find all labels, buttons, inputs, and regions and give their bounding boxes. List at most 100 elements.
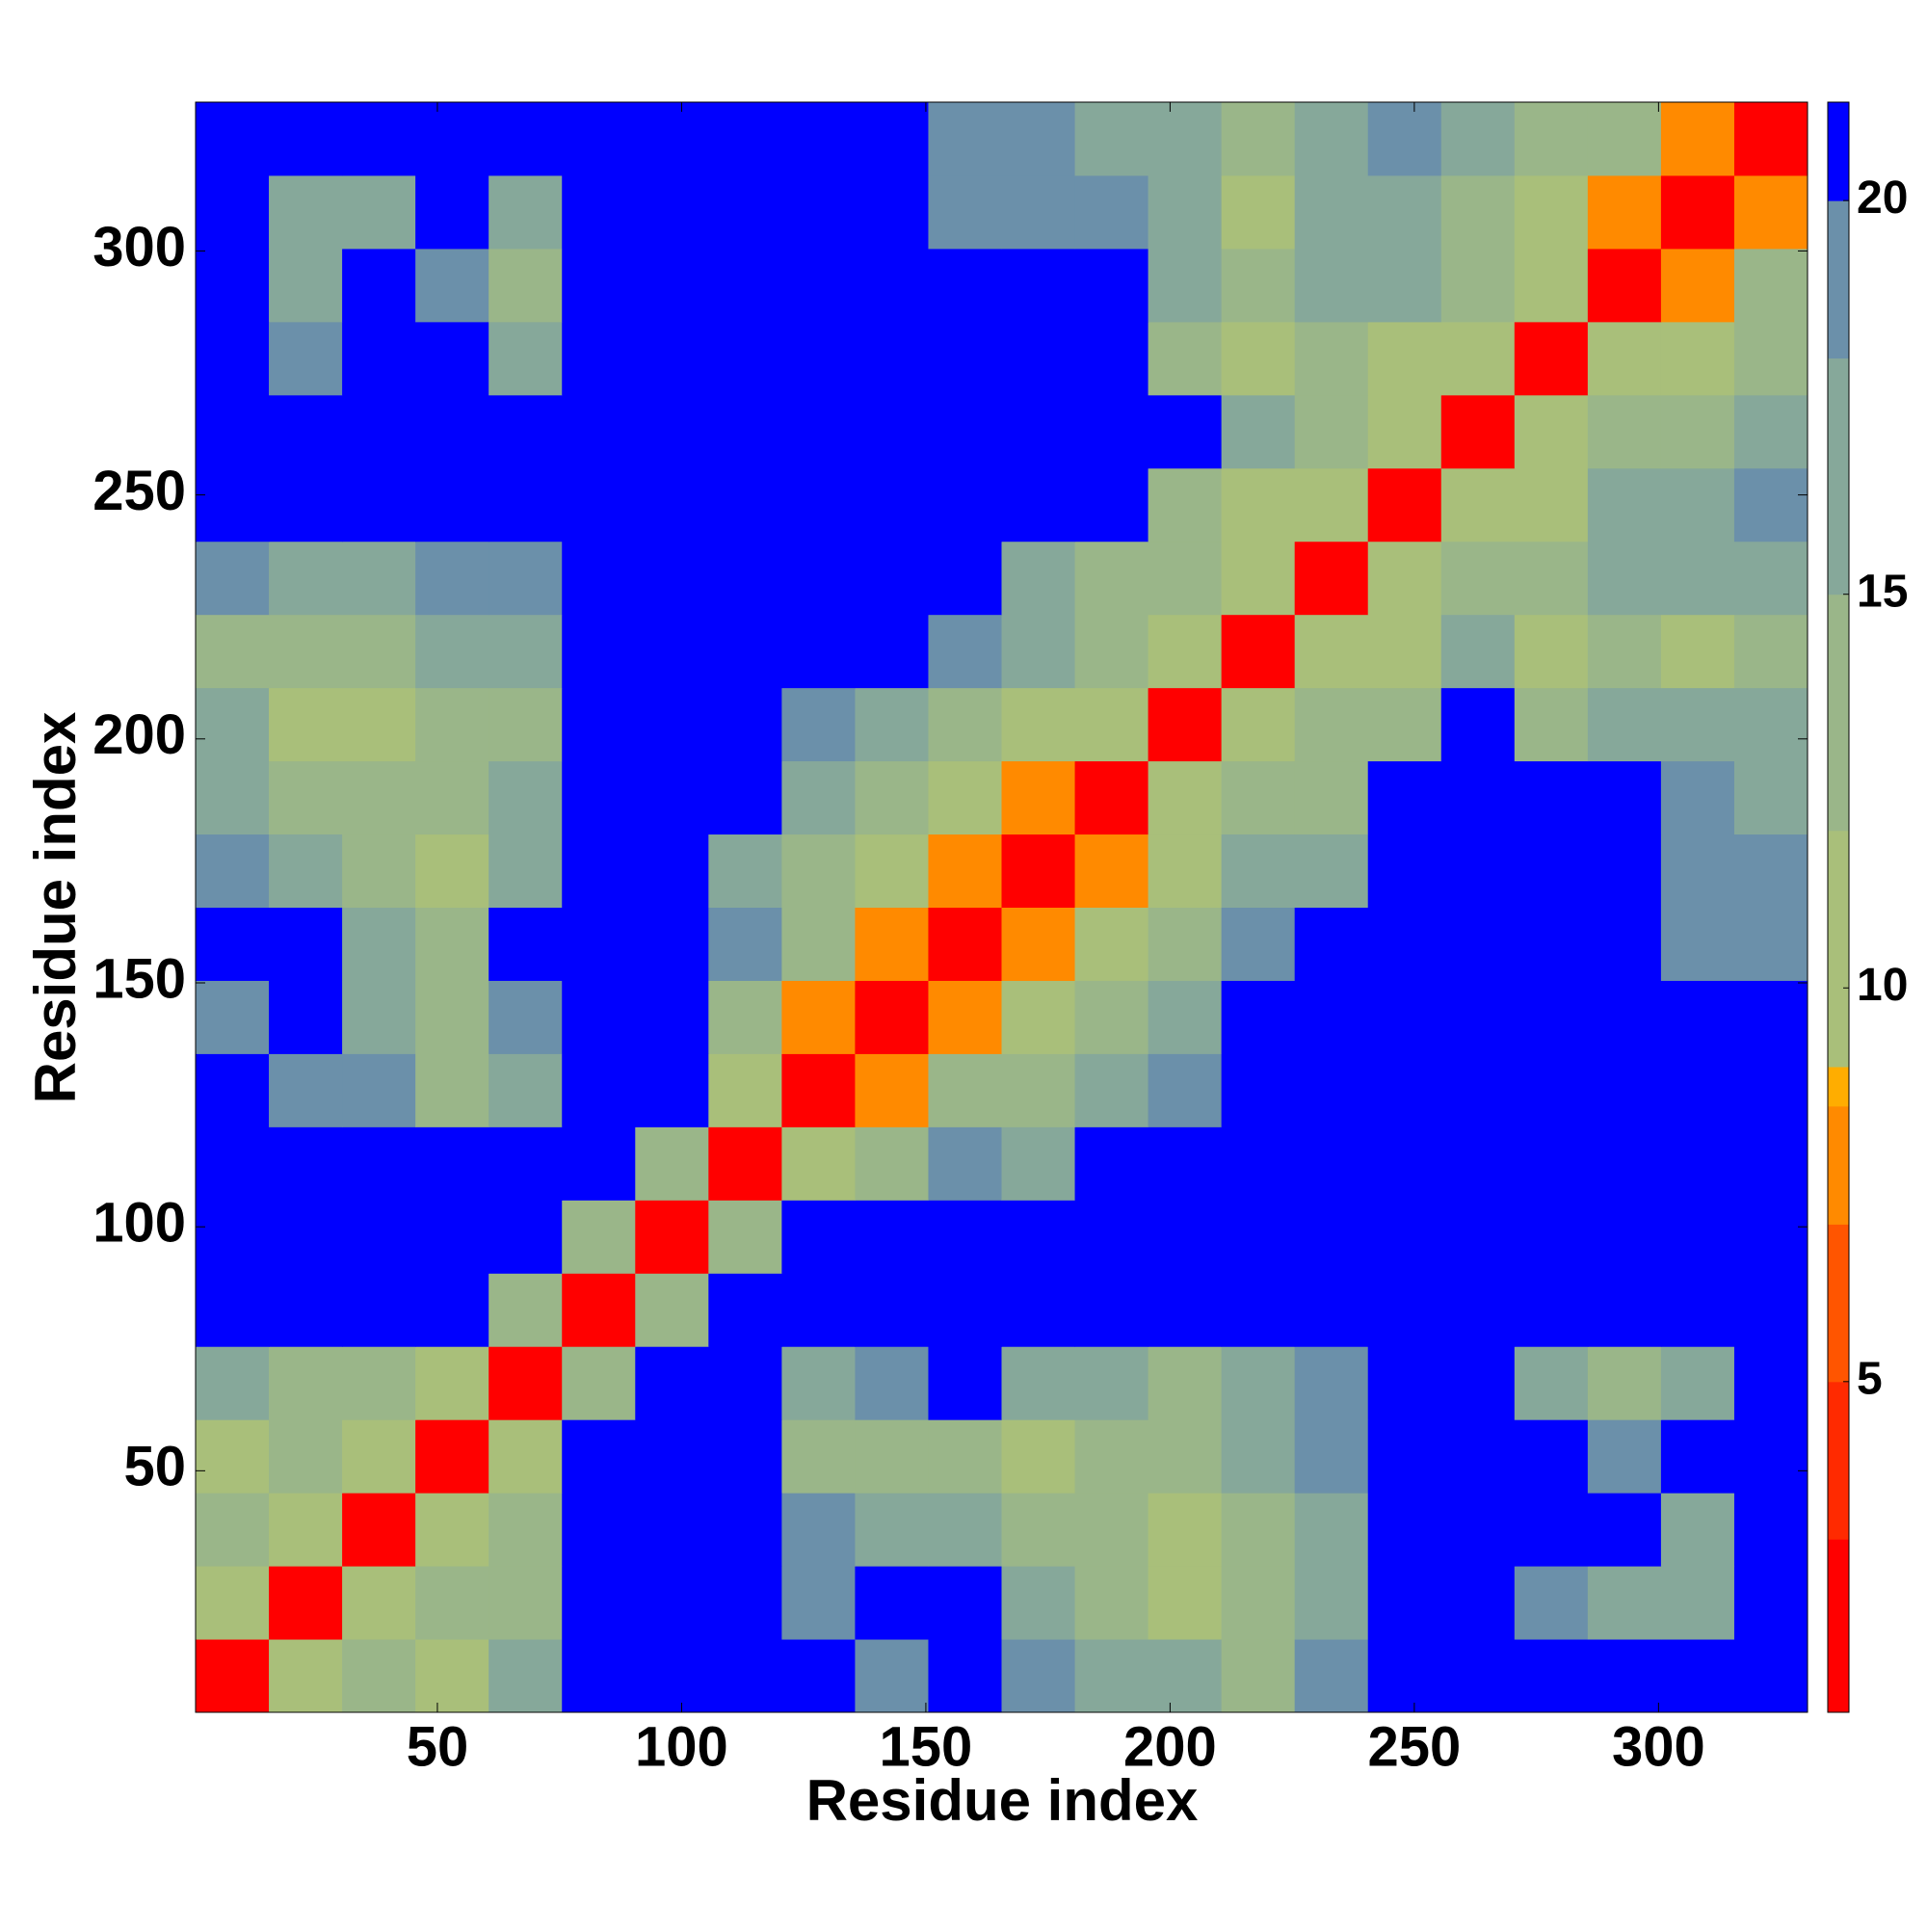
heatmap-cell [1660, 760, 1735, 835]
heatmap-cell [855, 1419, 929, 1494]
heatmap-cell [1074, 687, 1149, 762]
heatmap-cell [1294, 614, 1369, 689]
heatmap-cell [269, 834, 343, 908]
heatmap-cell [562, 1200, 636, 1274]
heatmap-cell [1148, 1419, 1223, 1494]
heatmap-cell [1221, 614, 1296, 689]
heatmap-cell [1514, 394, 1589, 469]
heatmap-cell [1733, 1419, 1808, 1494]
heatmap-cell [1440, 541, 1516, 616]
heatmap-cell [635, 321, 709, 396]
heatmap-cell [1074, 102, 1149, 176]
heatmap-cell [415, 1126, 489, 1201]
heatmap-cell [1587, 321, 1662, 396]
heatmap-cell [562, 1639, 636, 1713]
heatmap-cell [1660, 174, 1735, 250]
heatmap-cell [928, 1493, 1002, 1567]
colorbar-tick-label: 20 [1857, 172, 1908, 224]
heatmap-cell [1148, 1346, 1223, 1420]
heatmap-cell [781, 760, 856, 835]
heatmap-cell [1294, 687, 1369, 762]
heatmap-cell [928, 614, 1002, 689]
x-tick-label: 150 [880, 1715, 973, 1778]
heatmap-cell [269, 102, 343, 176]
colorbar-frame [1827, 101, 1850, 1713]
heatmap-cell [781, 614, 856, 689]
x-tick-label: 200 [1123, 1715, 1217, 1778]
heatmap-cell [1001, 467, 1076, 543]
heatmap-cell [562, 1126, 636, 1201]
heatmap-cell [1001, 1346, 1076, 1420]
heatmap-cell [781, 834, 856, 908]
heatmap-cell [635, 1273, 709, 1347]
heatmap-cell [488, 321, 563, 396]
heatmap-cell [1514, 248, 1589, 323]
heatmap-cell [1221, 248, 1296, 323]
heatmap-cell [1660, 614, 1735, 689]
colorbar-band [1828, 357, 1849, 595]
heatmap-cell [1733, 1053, 1808, 1127]
heatmap-cell [1221, 687, 1296, 762]
heatmap-cell [415, 1053, 489, 1127]
heatmap-cell [1660, 1566, 1735, 1640]
heatmap-cell [1367, 1566, 1442, 1640]
heatmap-cell [928, 1126, 1002, 1201]
heatmap-cell [1440, 174, 1516, 250]
heatmap-cell [342, 907, 416, 981]
heatmap-cell [708, 1419, 782, 1494]
heatmap-cell [1514, 541, 1589, 616]
heatmap-cell [1074, 907, 1149, 981]
heatmap-cell [1074, 467, 1149, 543]
heatmap-cell [1733, 102, 1808, 176]
heatmap-cell [635, 834, 709, 908]
heatmap-cell [1733, 321, 1808, 396]
heatmap-cell [1514, 1639, 1589, 1713]
colorbar-tick-label: 15 [1857, 566, 1908, 617]
heatmap-cell [1221, 174, 1296, 250]
heatmap-cell [635, 394, 709, 469]
heatmap-cell [1733, 174, 1808, 250]
heatmap-cell [708, 248, 782, 323]
heatmap-cell [269, 1053, 343, 1127]
heatmap-cell [928, 467, 1002, 543]
heatmap-cell [1587, 687, 1662, 762]
heatmap-cell [196, 467, 270, 543]
heatmap-cell [1148, 102, 1223, 176]
heatmap-cell [855, 834, 929, 908]
heatmap-cell [1074, 321, 1149, 396]
heatmap-cell [1001, 394, 1076, 469]
heatmap-cell [415, 467, 489, 543]
heatmap-cell [562, 1053, 636, 1127]
heatmap-cell [1001, 1053, 1076, 1127]
heatmap-cell [488, 248, 563, 323]
heatmap-cell [1148, 1273, 1223, 1347]
heatmap-cell [1221, 321, 1296, 396]
heatmap-cell [562, 1346, 636, 1420]
heatmap-cell [1294, 394, 1369, 469]
heatmap-cell [1587, 614, 1662, 689]
heatmap-cell [196, 760, 270, 835]
heatmap-cell [781, 1200, 856, 1274]
heatmap-cell [342, 102, 416, 176]
heatmap-cell [1367, 614, 1442, 689]
heatmap-cell [1440, 467, 1516, 543]
heatmap-cell [781, 1566, 856, 1640]
colorbar-band [1828, 102, 1849, 201]
heatmap-cell [1440, 1493, 1516, 1567]
heatmap-cell [1221, 1200, 1296, 1274]
heatmap-cell [415, 102, 489, 176]
heatmap-cell [196, 321, 270, 396]
heatmap-cell [928, 1273, 1002, 1347]
heatmap-cell [1001, 174, 1076, 250]
heatmap-cell [488, 394, 563, 469]
heatmap-cell [1221, 1053, 1296, 1127]
heatmap-cell [635, 687, 709, 762]
heatmap-cell [1221, 1273, 1296, 1347]
heatmap-cell [1367, 467, 1442, 543]
heatmap-cell [1221, 102, 1296, 176]
heatmap-cell [928, 248, 1002, 323]
heatmap-cell [269, 541, 343, 616]
heatmap-cell [708, 1200, 782, 1274]
